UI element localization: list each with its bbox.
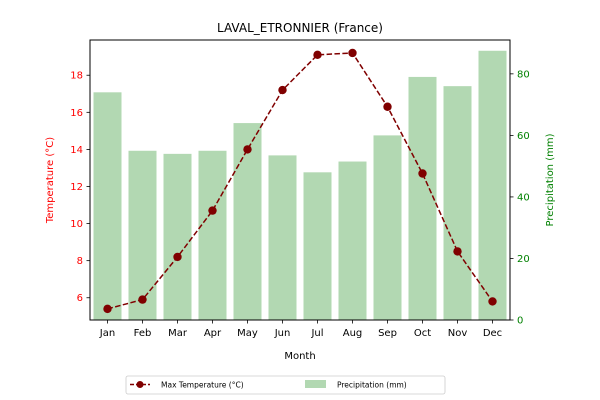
left-tick-label: 10	[70, 219, 83, 230]
temperature-point	[488, 297, 497, 306]
x-tick-label: Mar	[168, 328, 188, 339]
plot-frame	[89, 39, 511, 321]
right-tick-label: 20	[517, 254, 530, 265]
left-tick-label: 6	[77, 293, 83, 304]
temperature-point	[348, 48, 357, 58]
x-axis-label: Month	[284, 351, 315, 362]
precipitation-bar	[268, 155, 297, 320]
right-axis-label: Precipitation (mm)	[545, 133, 556, 226]
axes: Jan Feb Mar Apr May Jun Jul Aug Sep Oct Nov Dec 6 8 10…	[70, 39, 530, 339]
x-tick-label: Aug	[343, 328, 363, 339]
temperature-point	[173, 252, 182, 262]
x-tick-label: Jul	[310, 328, 323, 339]
precipitation-bar	[478, 50, 507, 321]
right-tick-label: 0	[517, 316, 523, 327]
temperature-point	[208, 206, 217, 215]
legend: Max Temperature (°C) Precipitation (mm)	[125, 375, 446, 395]
temperature-point	[313, 50, 322, 60]
temperature-point	[453, 247, 462, 256]
left-axis-label: Temperature (°C)	[45, 137, 56, 224]
x-tick-label: Apr	[204, 328, 222, 339]
x-tick-label: May	[237, 328, 258, 339]
precipitation-bar	[303, 172, 332, 320]
precipitation-bar	[198, 150, 227, 320]
temperature-point	[103, 304, 112, 314]
precipitation-bar	[128, 150, 157, 320]
precipitation-bar	[408, 76, 437, 320]
left-tick-label: 12	[70, 182, 83, 193]
legend-marker-swatch	[136, 381, 144, 388]
x-tick-label: Oct	[414, 328, 431, 339]
precipitation-bar	[443, 86, 472, 321]
precipitation-bar	[93, 92, 122, 320]
temperature-line	[103, 48, 497, 314]
temperature-point	[278, 85, 287, 95]
temperature-point	[383, 102, 392, 111]
x-tick-label: Feb	[134, 328, 152, 339]
left-tick-label: 18	[70, 71, 83, 82]
legend-entry-precipitation: Precipitation (mm)	[337, 381, 407, 390]
temperature-point	[418, 169, 427, 178]
x-tick-label: Sep	[378, 328, 397, 339]
temperature-point	[138, 295, 147, 304]
precipitation-bar	[373, 135, 402, 320]
precipitation-bar	[163, 153, 192, 320]
legend-entry-temperature: Max Temperature (°C)	[161, 381, 244, 390]
x-tick-label: Dec	[483, 328, 502, 339]
legend-bar-swatch	[305, 380, 326, 388]
left-tick-label: 8	[77, 256, 83, 267]
x-tick-label: Nov	[448, 328, 468, 339]
right-tick-label: 40	[517, 192, 530, 203]
precipitation-bar	[233, 123, 262, 320]
chart-title: LAVAL_ETRONNIER (France)	[217, 21, 383, 35]
precipitation-bar	[338, 161, 367, 320]
right-tick-label: 60	[517, 131, 530, 142]
temperature-series-line	[107, 52, 494, 310]
legend-box	[125, 375, 446, 395]
x-tick-label: Jan	[99, 328, 115, 339]
precipitation-bars	[93, 50, 507, 321]
left-tick-label: 16	[70, 108, 83, 119]
right-tick-label: 80	[517, 69, 530, 80]
temperature-point	[243, 145, 252, 154]
x-tick-label: Jun	[274, 328, 291, 339]
left-tick-label: 14	[70, 145, 83, 156]
